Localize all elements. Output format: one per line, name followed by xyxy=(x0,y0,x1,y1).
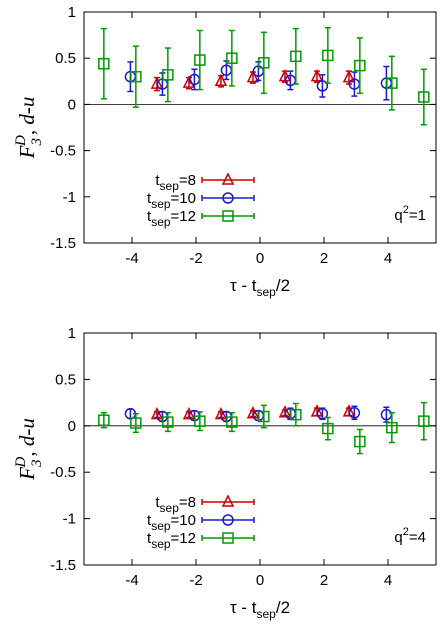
data-point xyxy=(214,406,228,420)
series-3 xyxy=(98,401,430,455)
legend-marker xyxy=(222,532,234,544)
data-point xyxy=(316,80,329,92)
y-tick-label: -1 xyxy=(63,189,76,206)
y-tick-label: -0.5 xyxy=(50,464,76,481)
x-tick-label: 4 xyxy=(384,572,392,589)
chart-panel-2: 1 0.5 0 -0.5 -1 -1.5 -4 -2 0 2 4 τ - tsep/2 F3D, d-u… xyxy=(13,325,437,621)
y-tick-label: 0.5 xyxy=(55,50,76,67)
y-axis-label: F3D, d-u xyxy=(13,418,45,481)
data-point xyxy=(348,407,361,419)
data-point xyxy=(342,69,356,83)
legend-label: tsep=10 xyxy=(147,512,196,533)
x-axis-label: τ - tsep/2 xyxy=(230,276,290,299)
q2-annotation: q2=1 xyxy=(394,204,426,224)
data-point xyxy=(226,52,238,64)
x-tick-label: -4 xyxy=(125,572,138,589)
data-point xyxy=(162,416,174,428)
y-tick-label: 0 xyxy=(68,96,76,113)
y-tick-label: -1 xyxy=(63,511,76,528)
data-point xyxy=(322,49,334,62)
data-point xyxy=(290,408,302,421)
data-point xyxy=(246,69,260,83)
data-point xyxy=(354,59,366,72)
y-tick-label: -1.5 xyxy=(50,235,76,252)
data-point xyxy=(278,405,292,418)
legend-label: tsep=8 xyxy=(155,172,196,193)
x-tick-label: 0 xyxy=(256,250,264,267)
x-tick-label: 2 xyxy=(320,572,328,589)
data-point xyxy=(386,421,398,434)
x-tick-label: 4 xyxy=(384,250,392,267)
data-point xyxy=(130,417,142,429)
data-point xyxy=(386,77,398,89)
legend-marker xyxy=(221,494,235,507)
y-tick-label: -1.5 xyxy=(50,557,76,574)
legend-marker xyxy=(222,210,234,222)
x-tick-label: -4 xyxy=(125,250,138,267)
x-tick-label: 2 xyxy=(320,250,328,267)
data-point xyxy=(98,57,110,70)
data-point xyxy=(310,69,324,82)
data-point xyxy=(182,406,196,420)
data-point xyxy=(226,416,238,428)
y-axis-label: F3D, d-u xyxy=(13,97,45,160)
data-point xyxy=(258,57,270,69)
x-tick-label: 0 xyxy=(256,572,264,589)
data-point xyxy=(130,70,142,83)
data-point xyxy=(354,435,366,448)
data-point xyxy=(150,76,164,89)
x-tick-label: -2 xyxy=(189,572,202,589)
y-tick-label: 1 xyxy=(68,4,76,21)
data-point xyxy=(182,75,196,88)
legend-marker xyxy=(222,514,234,526)
y-tick-label: 0 xyxy=(68,418,76,435)
y-tick-label: -0.5 xyxy=(50,143,76,160)
data-point xyxy=(290,50,302,63)
data-point xyxy=(418,415,430,427)
data-point xyxy=(258,410,270,423)
legend-label: tsep=10 xyxy=(147,190,196,211)
q2-annotation: q2=4 xyxy=(394,526,426,546)
data-point xyxy=(316,407,329,420)
y-tick-label: 1 xyxy=(68,325,76,342)
legend-label: tsep=8 xyxy=(155,494,196,515)
plot-frame xyxy=(83,332,437,566)
data-point xyxy=(150,406,164,420)
y-tick-label: 0.5 xyxy=(55,371,76,388)
data-point xyxy=(194,54,206,66)
legend-label: tsep=12 xyxy=(147,208,196,229)
data-point xyxy=(214,73,228,87)
data-point xyxy=(322,422,334,435)
chart-panel-1: 1 0.5 0 -0.5 -1 -1.5 -4 -2 0 2 4 τ - tsep/2 F3D, d-u… xyxy=(13,4,437,299)
data-point xyxy=(310,404,324,417)
legend-label: tsep=12 xyxy=(147,530,196,551)
legend-marker xyxy=(222,192,234,204)
data-point xyxy=(98,414,110,426)
x-axis-label: τ - tsep/2 xyxy=(230,598,290,621)
data-point xyxy=(246,406,260,419)
legend-marker xyxy=(221,172,235,185)
data-point xyxy=(342,404,356,417)
data-point xyxy=(418,91,430,103)
data-point xyxy=(162,69,174,81)
x-tick-label: -2 xyxy=(189,250,202,267)
series-3 xyxy=(98,26,430,126)
data-point xyxy=(194,415,206,427)
